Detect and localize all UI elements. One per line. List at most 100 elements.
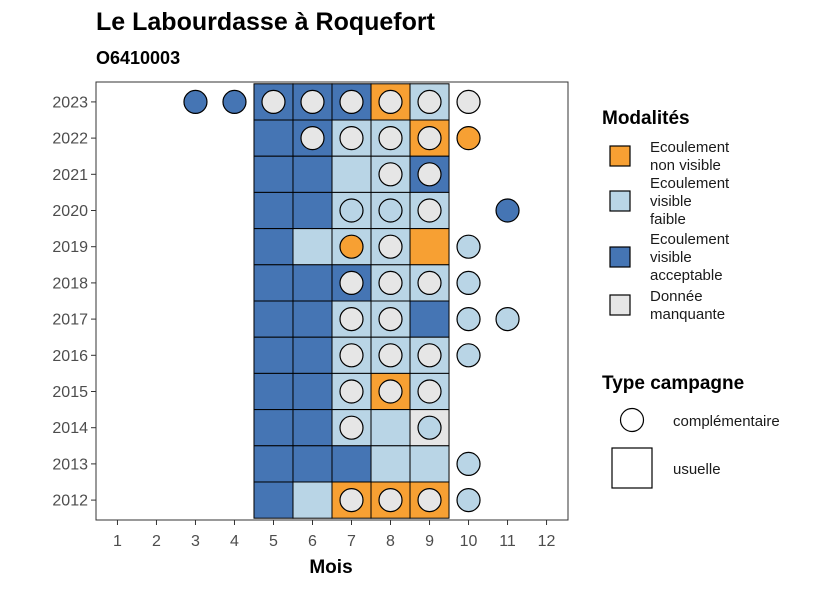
cell-circle-2016-9 <box>417 343 442 368</box>
cell-circle-2023-3 <box>183 89 208 115</box>
cell-square-2013-8 <box>370 445 411 483</box>
cell-circle-2023-8 <box>378 89 403 115</box>
y-tick-label-2018: 2018 <box>52 275 88 292</box>
cell-circle-2017-8 <box>378 306 403 332</box>
legend-label-faible-line3: faible <box>650 211 686 228</box>
legend-label-usuelle: usuelle <box>673 461 721 478</box>
cell-square-2019-5 <box>253 228 294 266</box>
cell-circle-2022-8 <box>378 126 403 151</box>
y-tick-label-2020: 2020 <box>52 203 88 220</box>
x-tick-label-11: 11 <box>499 533 516 550</box>
legend-label-manquante-line2: manquante <box>650 306 725 323</box>
x-tick-label-12: 12 <box>538 533 556 550</box>
heatmap-cells <box>183 83 520 519</box>
cell-circle-2019-8 <box>378 234 403 259</box>
cell-square-2020-5 <box>253 191 294 230</box>
cell-circle-2019-7 <box>339 234 364 259</box>
cell-circle-2022-7 <box>339 126 364 151</box>
legend-label-non_visible-line2: non visible <box>650 157 721 174</box>
legend-label-acceptable-line2: visible <box>650 249 692 266</box>
cell-circle-2021-8 <box>378 162 403 187</box>
cell-circle-2023-9 <box>417 89 442 115</box>
y-tick-label-2023: 2023 <box>52 94 88 111</box>
cell-square-2012-5 <box>253 481 294 519</box>
x-axis-title: Mois <box>309 557 352 578</box>
cell-square-2015-6 <box>292 372 333 411</box>
cell-square-2019-6 <box>292 228 333 266</box>
cell-circle-2012-9 <box>417 487 442 513</box>
plot-panel-border <box>95 81 569 521</box>
cell-circle-2021-9 <box>417 162 442 187</box>
cell-circle-2022-6 <box>300 126 325 151</box>
y-tick-label-2021: 2021 <box>52 167 88 184</box>
cell-circle-2015-8 <box>378 379 403 404</box>
legend-title-campagne: Type campagne <box>602 373 744 394</box>
cell-circle-2023-4 <box>222 89 247 115</box>
cell-circle-2022-9 <box>417 126 442 151</box>
legend-label-acceptable-line1: Ecoulement <box>650 231 730 248</box>
x-tick-label-2: 2 <box>152 533 161 550</box>
cell-square-2019-9 <box>409 228 450 266</box>
cell-square-2012-6 <box>292 481 333 519</box>
legend-key-usuelle <box>611 447 653 489</box>
cell-square-2015-5 <box>253 372 294 411</box>
y-axis: 2012 2013 2014 2015 2016 2017 2018 2019 2020 2021… <box>52 94 96 510</box>
cell-circle-2018-10 <box>456 270 481 296</box>
cell-square-2014-5 <box>253 409 294 447</box>
cell-square-2013-5 <box>253 445 294 483</box>
x-tick-label-8: 8 <box>386 533 395 550</box>
x-tick-label-10: 10 <box>460 533 478 550</box>
x-tick-label-5: 5 <box>269 533 278 550</box>
cell-square-2014-8 <box>370 409 411 447</box>
x-tick-label-3: 3 <box>191 533 200 550</box>
cell-square-2013-7 <box>331 445 372 483</box>
cell-circle-2017-11 <box>495 306 520 332</box>
cell-circle-2023-7 <box>339 89 364 115</box>
cell-circle-2015-9 <box>417 379 442 404</box>
legend-key-non_visible <box>609 145 631 167</box>
cell-square-2014-6 <box>292 409 333 447</box>
legend-label-acceptable-line3: acceptable <box>650 267 723 284</box>
cell-square-2013-6 <box>292 445 333 483</box>
x-tick-label-9: 9 <box>425 533 434 550</box>
cell-square-2021-7 <box>331 155 372 193</box>
chart-title: Le Labourdasse à Roquefort <box>96 8 436 36</box>
cell-circle-2018-8 <box>378 270 403 296</box>
cell-square-2016-6 <box>292 336 333 374</box>
cell-circle-2018-9 <box>417 270 442 296</box>
cell-circle-2023-10 <box>456 89 481 115</box>
cell-circle-2020-11 <box>495 198 520 223</box>
legend-label-non_visible-line1: Ecoulement <box>650 139 730 156</box>
y-tick-label-2017: 2017 <box>52 312 88 329</box>
cell-circle-2019-10 <box>456 234 481 259</box>
y-tick-label-2016: 2016 <box>52 348 88 365</box>
cell-circle-2023-6 <box>300 89 325 115</box>
cell-circle-2015-7 <box>339 379 364 404</box>
y-tick-label-2022: 2022 <box>52 131 88 148</box>
cell-circle-2017-10 <box>456 306 481 332</box>
cell-square-2018-5 <box>253 264 294 302</box>
y-tick-label-2015: 2015 <box>52 384 88 401</box>
cell-square-2017-6 <box>292 300 333 338</box>
cell-square-2013-9 <box>409 445 450 483</box>
cell-circle-2023-5 <box>261 89 286 115</box>
cell-square-2021-6 <box>292 155 333 193</box>
cell-circle-2016-10 <box>456 343 481 368</box>
cell-circle-2014-7 <box>339 415 364 440</box>
cell-square-2021-5 <box>253 155 294 193</box>
cell-circle-2016-7 <box>339 343 364 368</box>
cell-square-2017-5 <box>253 300 294 338</box>
cell-circle-2012-8 <box>378 487 403 513</box>
y-tick-label-2012: 2012 <box>52 493 88 510</box>
legend-label-manquante-line1: Donnée <box>650 288 703 305</box>
cell-square-2022-5 <box>253 119 294 157</box>
legend-key-complémentaire <box>619 407 645 433</box>
x-tick-label-7: 7 <box>347 533 356 550</box>
y-tick-label-2013: 2013 <box>52 456 88 473</box>
cell-circle-2020-8 <box>378 198 403 223</box>
legend-label-faible-line1: Ecoulement <box>650 175 730 192</box>
cell-circle-2012-10 <box>456 487 481 513</box>
cell-circle-2016-8 <box>378 343 403 368</box>
cell-circle-2013-10 <box>456 451 481 476</box>
